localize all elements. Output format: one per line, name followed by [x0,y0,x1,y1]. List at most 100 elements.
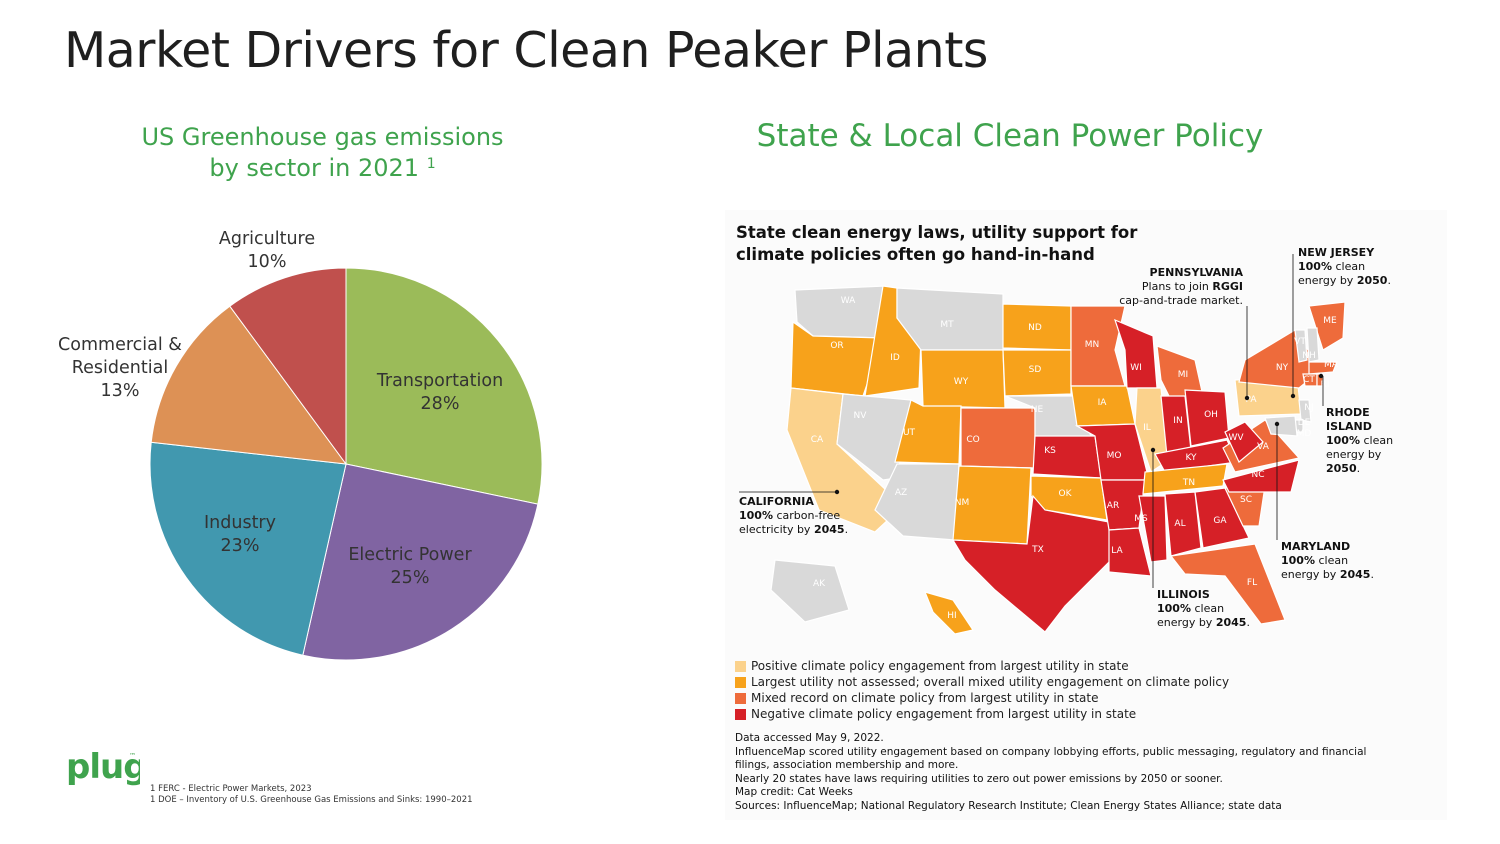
state-label-ks: KS [1044,446,1056,456]
state-label-ia: IA [1098,398,1108,408]
state-label-fl: FL [1247,578,1257,588]
callout-california: CALIFORNIA 100% carbon-free electricity by… [739,495,848,536]
note-method: InfluenceMap scored utility engagement b… [735,745,1367,772]
note-credit: Map credit: Cat Weeks [735,786,853,798]
clean-energy-map-panel: WA OR CA ID NV MT WY UT AZ CO NM ND SD NE KS OK TX MN IA MO… [725,210,1447,820]
state-label-mo: MO [1107,451,1122,461]
state-label-ct: CT [1303,375,1315,385]
page-title: Market Drivers for Clean Peaker Plants [64,22,988,79]
state-label-ms: MS [1134,514,1148,524]
state-label-id: ID [890,353,900,363]
pie-label-transportation: Transportation 28% [376,371,503,414]
callout-maryland: MARYLAND 100% clean energy by 2045. [1281,540,1374,581]
plug-logo-tm: ™ [129,752,136,760]
state-la [1108,527,1152,577]
pie-slice-agriculture [229,267,347,466]
legend-label: Positive climate policy engagement from … [751,659,1129,673]
map-heading-line2: climate policies often go hand-in-hand [736,245,1095,264]
callout-new-jersey: NEW JERSEY 100% clean energy by 2050. [1298,246,1391,287]
legend-swatch [735,708,746,720]
legend-item-negative: Negative climate policy engagement from … [735,706,1229,722]
state-label-de: DE [1298,418,1311,428]
map-state-labels: WA OR CA ID NV MT WY UT AZ CO NM ND SD NE KS OK TX MN IA MO… [811,296,1339,621]
note-laws: Nearly 20 states have laws requiring uti… [735,772,1223,785]
pie-label-agriculture: Agriculture 10% [219,229,315,272]
state-ut [894,399,962,465]
state-label-va: VA [1257,442,1270,452]
footnote-1: 1 FERC - Electric Power Markets, 2023 [150,784,312,794]
map-subtitle: State & Local Clean Power Policy [756,118,1264,154]
state-label-ny: NY [1276,363,1289,373]
state-nh [1306,327,1320,363]
state-label-sd: SD [1029,365,1042,375]
state-label-sc: SC [1240,495,1252,505]
pie-subtitle: US Greenhouse gas emissions by sector in… [120,122,525,184]
legend-label: Largest utility not assessed; overall mi… [751,675,1230,689]
state-label-mi: MI [1178,370,1188,380]
state-label-nm: NM [955,498,970,508]
state-label-mt: MT [940,320,954,330]
state-al [1164,491,1202,557]
state-label-or: OR [830,341,843,351]
map-heading-line1: State clean energy laws, utility support… [736,223,1138,242]
state-label-nh: NH [1302,351,1316,361]
state-label-ca: CA [811,435,824,445]
state-ak [770,559,850,623]
state-label-wi: WI [1130,363,1142,373]
callout-rhode-island: RHODE ISLAND 100% clean energy by 2050. [1326,406,1393,475]
map-states [770,285,1346,635]
state-mn [1070,305,1126,387]
map-legend: Positive climate policy engagement from … [735,658,1229,722]
state-label-ut: UT [903,428,916,438]
state-label-pa: PA [1245,395,1257,405]
state-label-nv: NV [854,411,868,421]
state-label-ky: KY [1185,453,1197,463]
us-policy-map: WA OR CA ID NV MT WY UT AZ CO NM ND SD NE KS OK TX MN IA MO… [739,246,1393,635]
state-ok [1030,475,1108,521]
state-label-ga: GA [1213,516,1227,526]
state-label-ri: RI [1321,380,1330,390]
legend-swatch [735,692,746,704]
state-il [1134,387,1170,473]
plug-logo: plug ™ [66,747,140,787]
state-label-ar: AR [1107,501,1119,511]
state-label-tx: TX [1031,545,1044,555]
state-ma [1308,361,1338,375]
pie-slice-industry [149,441,347,656]
state-md [1264,415,1298,437]
state-label-me: ME [1323,316,1337,326]
state-label-in: IN [1173,416,1182,426]
state-label-nc: NC [1251,470,1264,480]
pie-subtitle-footnote-marker: 1 [426,156,436,172]
map-heading: State clean energy laws, utility support… [736,222,1156,266]
state-label-al: AL [1174,519,1185,529]
legend-item-mixed: Mixed record on climate policy from larg… [735,690,1229,706]
state-label-la: LA [1111,546,1123,556]
legend-swatch [735,660,746,672]
state-label-ma: MA [1324,360,1339,370]
state-me [1308,301,1346,351]
legend-item-positive: Positive climate policy engagement from … [735,658,1229,674]
callout-illinois: ILLINOIS 100% clean energy by 2045. [1157,588,1250,629]
pie-subtitle-line2: by sector in 2021 [209,154,420,182]
map-notes: Data accessed May 9, 2022. InfluenceMap … [735,732,1395,813]
state-label-ne: NE [1031,405,1044,415]
pie-slice-commercial-residential [150,305,348,465]
state-label-co: CO [966,435,979,445]
legend-item-unassessed: Largest utility not assessed; overall mi… [735,674,1229,690]
state-label-nd: ND [1028,323,1042,333]
pie-subtitle-line1: US Greenhouse gas emissions [141,123,504,151]
note-sources: Sources: InfluenceMap; National Regulato… [735,799,1282,812]
state-label-ak: AK [813,579,826,589]
state-az [874,463,960,541]
state-label-wa: WA [841,296,856,306]
legend-label: Mixed record on climate policy from larg… [751,691,1099,705]
state-label-nj: NJ [1304,403,1313,413]
state-label-tn: TN [1182,478,1195,488]
state-nj [1298,399,1312,423]
state-label-hi: HI [947,611,956,621]
legend-label: Negative climate policy engagement from … [751,707,1137,721]
state-fl [1169,543,1286,625]
state-hi [923,591,974,635]
state-label-mn: MN [1085,340,1100,350]
